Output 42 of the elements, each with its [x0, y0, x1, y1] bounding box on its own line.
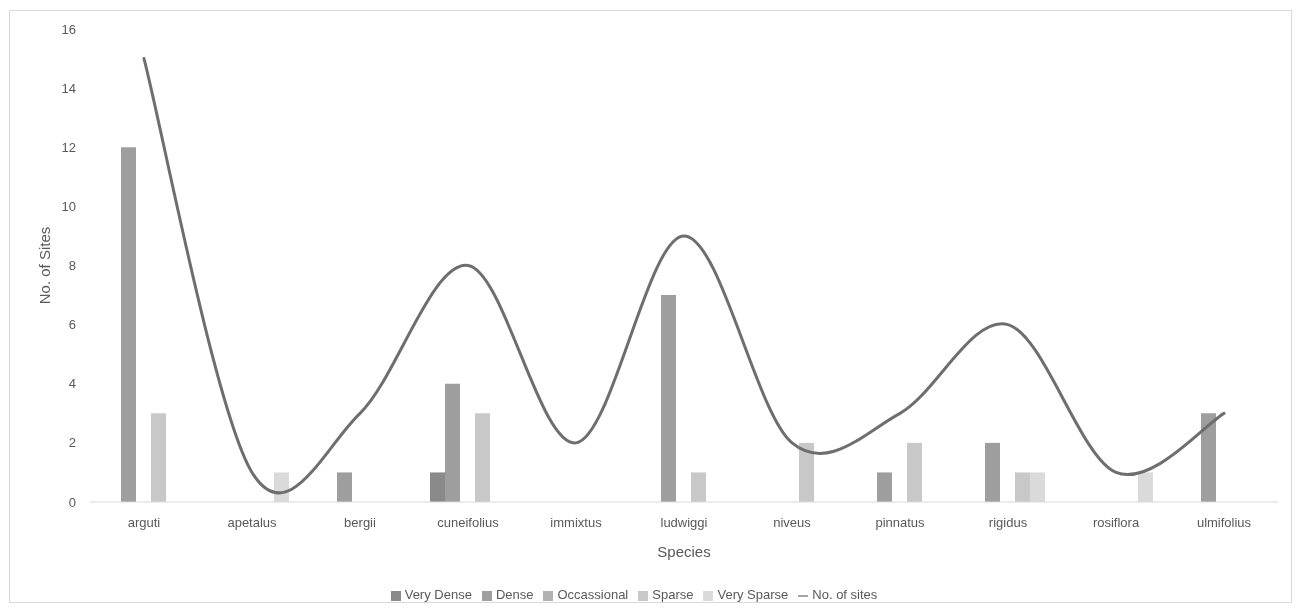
y-tick-label: 16	[61, 21, 76, 37]
bar	[151, 413, 166, 502]
legend-label: Sparse	[652, 587, 694, 602]
bar	[430, 472, 445, 502]
y-tick-label: 12	[61, 139, 76, 155]
bar	[661, 295, 676, 502]
legend-label: Very Dense	[404, 587, 472, 602]
bar	[799, 442, 814, 502]
bar	[337, 472, 352, 502]
bar	[121, 147, 136, 502]
bar	[691, 472, 706, 502]
y-tick-label: 10	[61, 198, 76, 214]
y-tick-label: 6	[68, 317, 76, 333]
x-tick-label: ludwiggi	[660, 515, 708, 531]
x-tick-label: apetalus	[227, 515, 278, 531]
bar	[445, 383, 460, 502]
bar	[475, 413, 490, 502]
legend-label: Occassional	[557, 587, 629, 602]
y-tick-label: 8	[68, 258, 76, 274]
x-tick-label: rigidus	[988, 515, 1028, 531]
y-tick-label: 2	[68, 435, 76, 451]
bar	[907, 442, 922, 502]
legend-label: Very Sparse	[717, 587, 789, 602]
x-tick-label: ulmifolius	[1196, 515, 1252, 531]
x-axis-title: Species	[657, 543, 711, 560]
bar	[877, 472, 892, 502]
y-tick-label: 14	[61, 80, 76, 96]
legend-label: Dense	[495, 587, 534, 602]
bar	[1015, 472, 1030, 502]
y-tick-label: 4	[68, 376, 76, 392]
x-tick-label: immixtus	[550, 515, 603, 531]
x-tick-label: arguti	[127, 515, 161, 531]
y-axis-title: No. of Sites	[36, 226, 54, 305]
x-tick-label: niveus	[773, 515, 812, 531]
bar	[1201, 413, 1216, 502]
legend-label: No. of sites	[812, 587, 878, 602]
bar	[985, 442, 1000, 502]
x-tick-label: cuneifolius	[437, 515, 500, 531]
x-tick-label: pinnatus	[875, 515, 926, 531]
x-tick-label: rosiflora	[1092, 515, 1140, 531]
y-tick-label: 0	[68, 494, 76, 510]
x-tick-label: bergii	[344, 515, 377, 531]
